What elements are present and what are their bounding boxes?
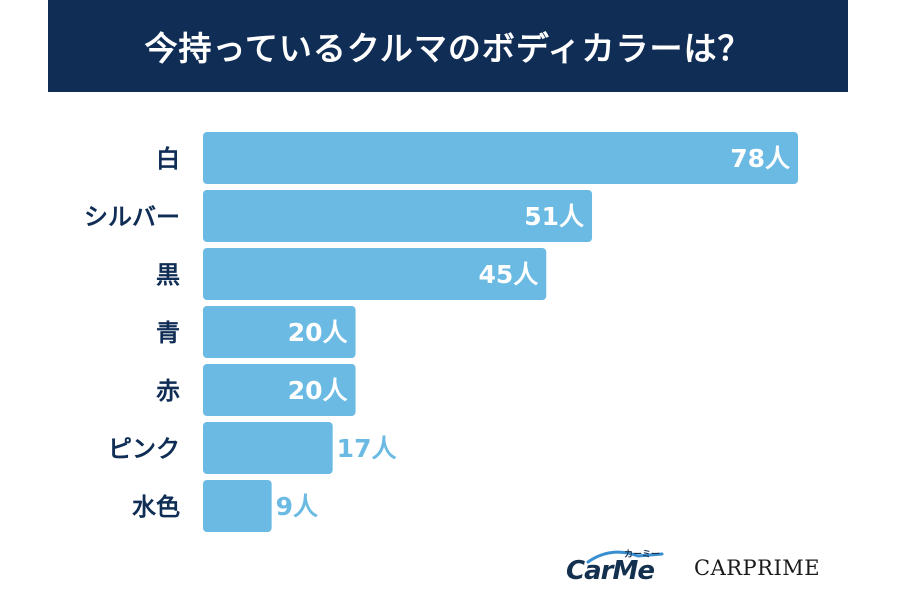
value-label-6: 9人 [276,492,318,521]
bar-2 [203,248,547,300]
carme-kana-text: カーミー [624,550,661,560]
bar-3 [203,306,356,358]
value-label-3: 20人 [288,318,348,347]
bar-4 [203,364,356,416]
carme-logo: カーミー CarMe [566,548,684,588]
value-label-0: 78人 [730,144,790,173]
category-label-2: 黒 [156,261,180,289]
value-label-4: 20人 [288,376,348,405]
car-roof-icon [586,550,664,564]
bar-6 [203,480,272,532]
bar-5 [203,422,333,474]
value-label-2: 45人 [478,260,538,289]
category-label-5: ピンク [108,435,180,463]
bar-1 [203,190,593,242]
category-label-0: 白 [156,145,180,173]
category-label-3: 青 [156,319,180,347]
value-label-1: 51人 [524,202,584,231]
carprime-logo: CARPRIME [694,556,821,580]
category-label-1: シルバー [84,203,180,231]
chart-title: 今持っているクルマのボディカラーは？ [48,0,848,92]
value-label-5: 17人 [337,434,397,463]
category-label-6: 水色 [132,493,180,521]
category-label-4: 赤 [156,377,180,405]
carme-logo-text: CarMe [566,556,655,586]
bar-0 [203,132,798,184]
